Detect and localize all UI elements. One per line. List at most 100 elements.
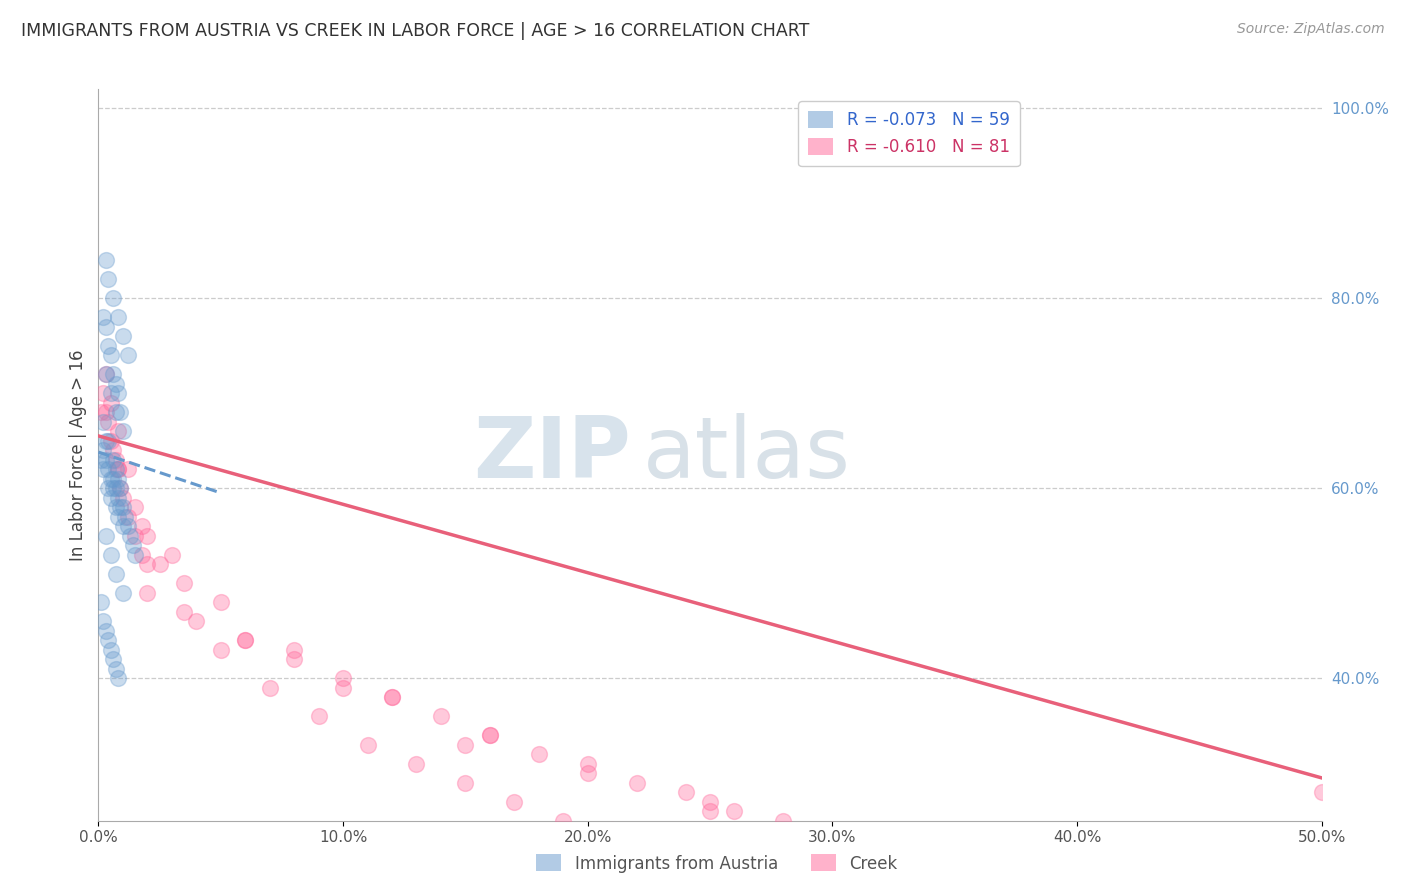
Text: IMMIGRANTS FROM AUSTRIA VS CREEK IN LABOR FORCE | AGE > 16 CORRELATION CHART: IMMIGRANTS FROM AUSTRIA VS CREEK IN LABO… (21, 22, 810, 40)
Point (101, 652, 124, 666)
Point (101, 472, 124, 486)
Point (553, 814, 575, 828)
Point (107, 462, 129, 476)
Point (117, 348, 139, 362)
Point (124, 529, 146, 543)
Point (91, 462, 114, 476)
Point (110, 405, 132, 419)
Point (821, 823, 844, 838)
Point (124, 548, 146, 562)
Point (699, 804, 721, 818)
Point (173, 576, 195, 591)
Point (111, 585, 134, 599)
Point (943, 852, 966, 866)
Point (104, 566, 127, 581)
Point (107, 671, 129, 685)
Point (104, 376, 127, 391)
Point (308, 709, 330, 723)
Point (430, 709, 453, 723)
Point (131, 519, 153, 533)
Point (91, 614, 114, 628)
Point (94, 367, 117, 381)
Point (821, 823, 844, 838)
Point (478, 728, 501, 742)
Point (110, 481, 132, 495)
Point (110, 500, 132, 515)
Point (160, 548, 183, 562)
Point (173, 605, 195, 619)
Point (699, 852, 721, 866)
Point (1066, 871, 1088, 885)
Point (111, 424, 134, 438)
Point (111, 491, 134, 505)
Point (209, 642, 232, 657)
Point (90, 452, 112, 467)
Point (283, 642, 305, 657)
Point (1066, 889, 1088, 892)
Point (107, 472, 129, 486)
Point (101, 452, 124, 467)
Point (131, 548, 153, 562)
Point (675, 785, 697, 799)
Point (90, 405, 112, 419)
Point (527, 747, 550, 761)
Point (107, 424, 129, 438)
Point (94, 452, 117, 467)
Point (94, 405, 117, 419)
Legend: R = -0.073   N = 59, R = -0.610   N = 81: R = -0.073 N = 59, R = -0.610 N = 81 (799, 101, 1019, 166)
Point (124, 500, 146, 515)
Point (356, 738, 378, 752)
Point (107, 386, 129, 401)
Point (94, 434, 117, 448)
Point (97, 462, 120, 476)
Point (100, 395, 122, 409)
Point (97, 272, 120, 286)
Text: Source: ZipAtlas.com: Source: ZipAtlas.com (1237, 22, 1385, 37)
Point (100, 348, 122, 362)
Point (100, 472, 122, 486)
Point (576, 756, 599, 771)
Point (332, 671, 354, 685)
Point (97, 415, 120, 429)
Point (503, 795, 526, 809)
Point (104, 405, 127, 419)
Point (97, 339, 120, 353)
Point (576, 766, 599, 780)
Point (381, 690, 404, 705)
Point (94, 319, 117, 334)
Point (748, 861, 770, 875)
Point (117, 519, 139, 533)
Point (120, 529, 142, 543)
Point (100, 386, 122, 401)
Point (894, 889, 917, 892)
Point (107, 310, 129, 325)
Point (650, 842, 672, 856)
Point (101, 443, 124, 458)
Point (104, 452, 127, 467)
Point (405, 756, 427, 771)
Point (104, 481, 127, 495)
Text: ZIP: ZIP (472, 413, 630, 497)
Point (723, 804, 745, 818)
Point (478, 728, 501, 742)
Point (91, 386, 114, 401)
Point (104, 500, 127, 515)
Point (111, 329, 134, 343)
Point (111, 500, 134, 515)
Point (90, 595, 112, 609)
Point (100, 548, 122, 562)
Point (104, 662, 127, 676)
Point (104, 462, 127, 476)
Point (149, 557, 172, 571)
Point (233, 633, 256, 648)
Point (91, 443, 114, 458)
Point (233, 633, 256, 648)
Point (100, 434, 122, 448)
Legend: Immigrants from Austria, Creek: Immigrants from Austria, Creek (530, 847, 904, 880)
Point (136, 557, 159, 571)
Point (699, 795, 721, 809)
Point (381, 690, 404, 705)
Point (136, 529, 159, 543)
Point (626, 775, 648, 789)
Point (107, 462, 129, 476)
